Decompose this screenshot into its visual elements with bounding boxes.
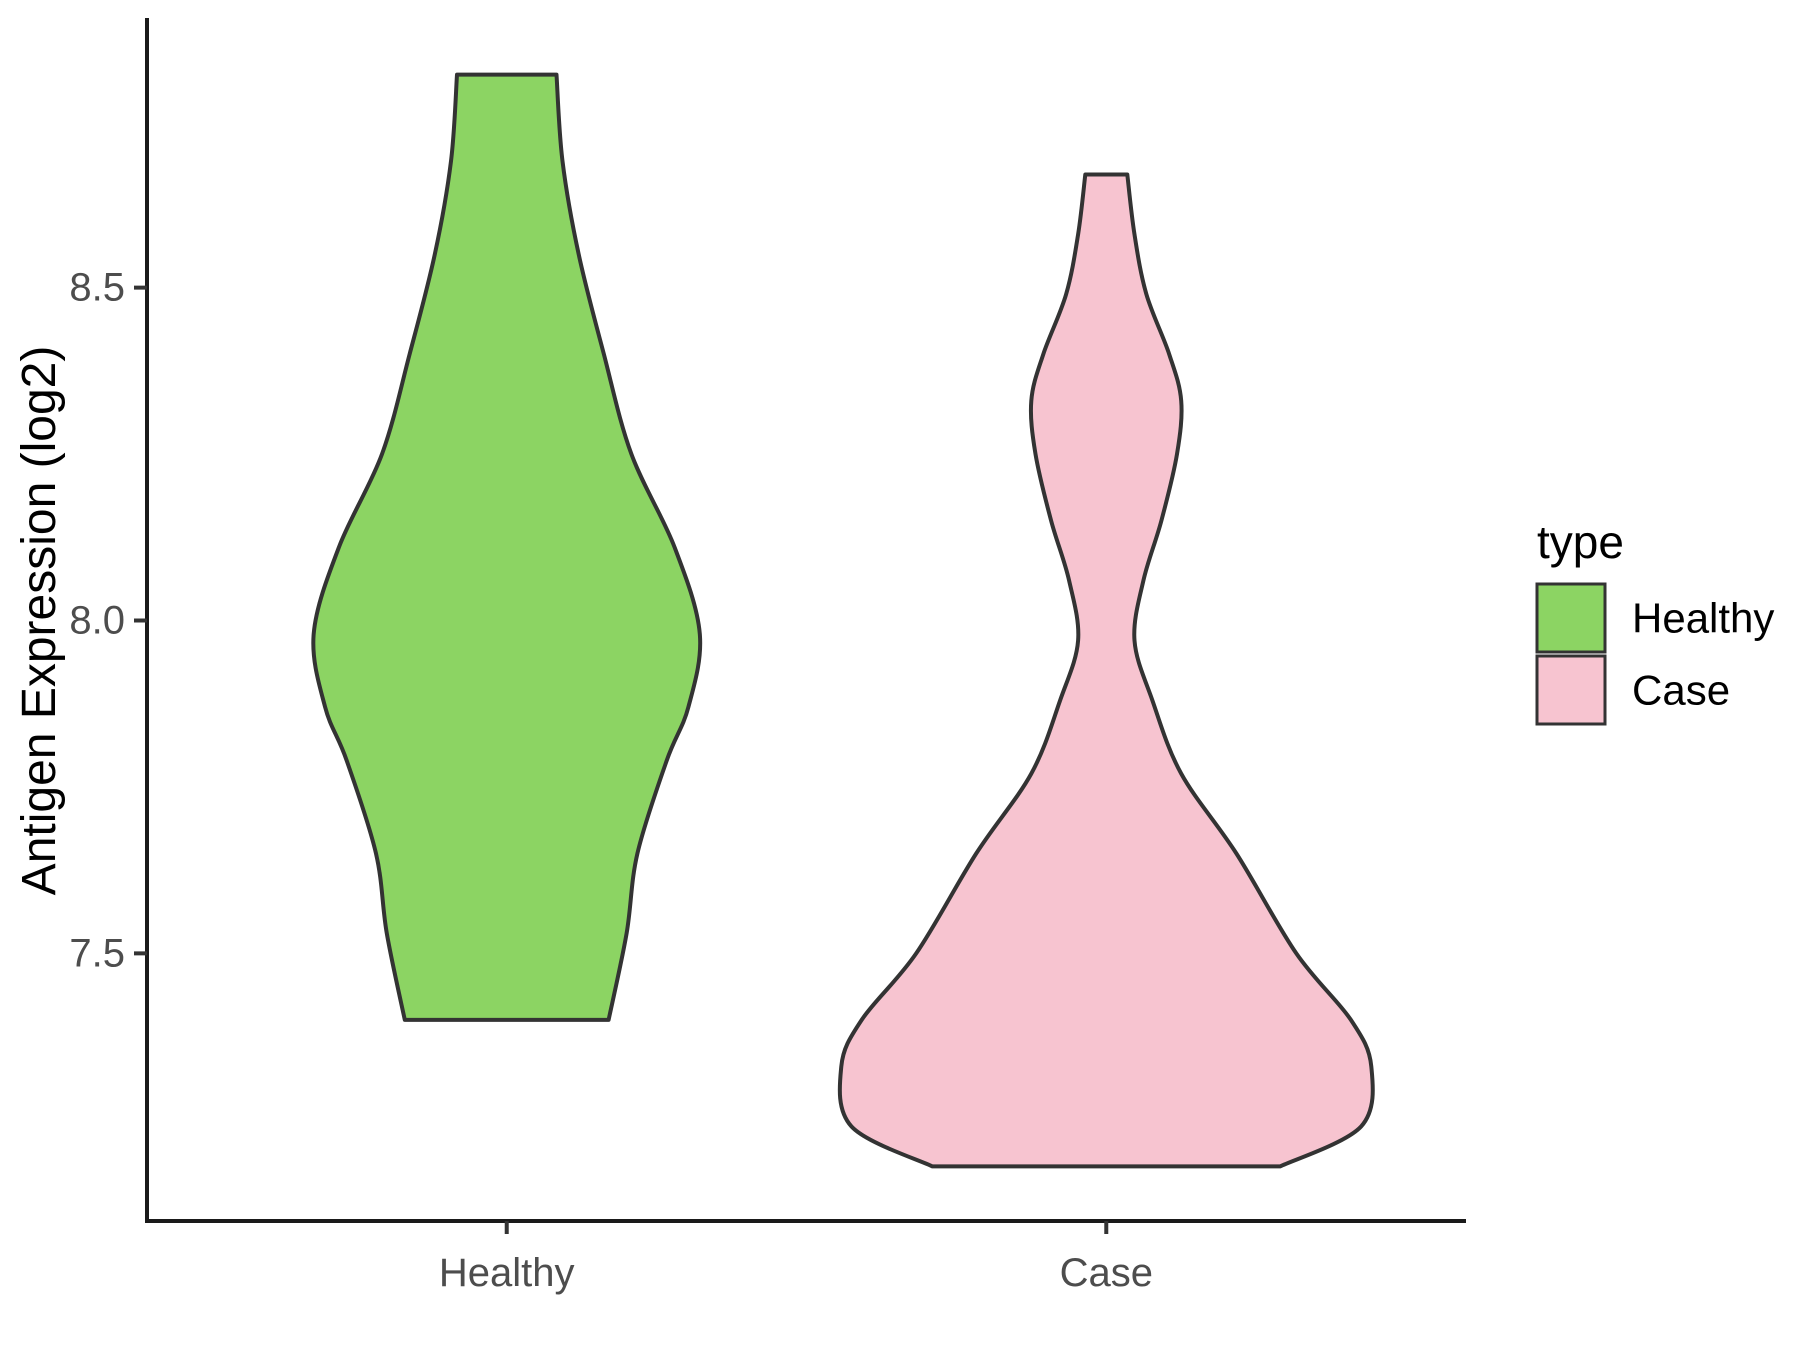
legend-title: type bbox=[1537, 516, 1624, 568]
y-tick-label: 7.5 bbox=[69, 931, 125, 975]
legend-label-case: Case bbox=[1632, 667, 1730, 714]
legend-key-case bbox=[1535, 654, 1607, 726]
y-axis-title: Antigen Expression (log2) bbox=[13, 346, 66, 896]
legend-key-healthy bbox=[1535, 582, 1607, 654]
y-tick-label: 8.5 bbox=[69, 266, 125, 310]
x-tick-label-case: Case bbox=[1060, 1251, 1153, 1295]
legend-label-healthy: Healthy bbox=[1632, 595, 1774, 642]
violin-case bbox=[837, 172, 1375, 1169]
y-tick-label: 8.0 bbox=[69, 599, 125, 643]
violin-healthy bbox=[311, 72, 703, 1022]
x-tick-label-healthy: Healthy bbox=[439, 1251, 575, 1295]
